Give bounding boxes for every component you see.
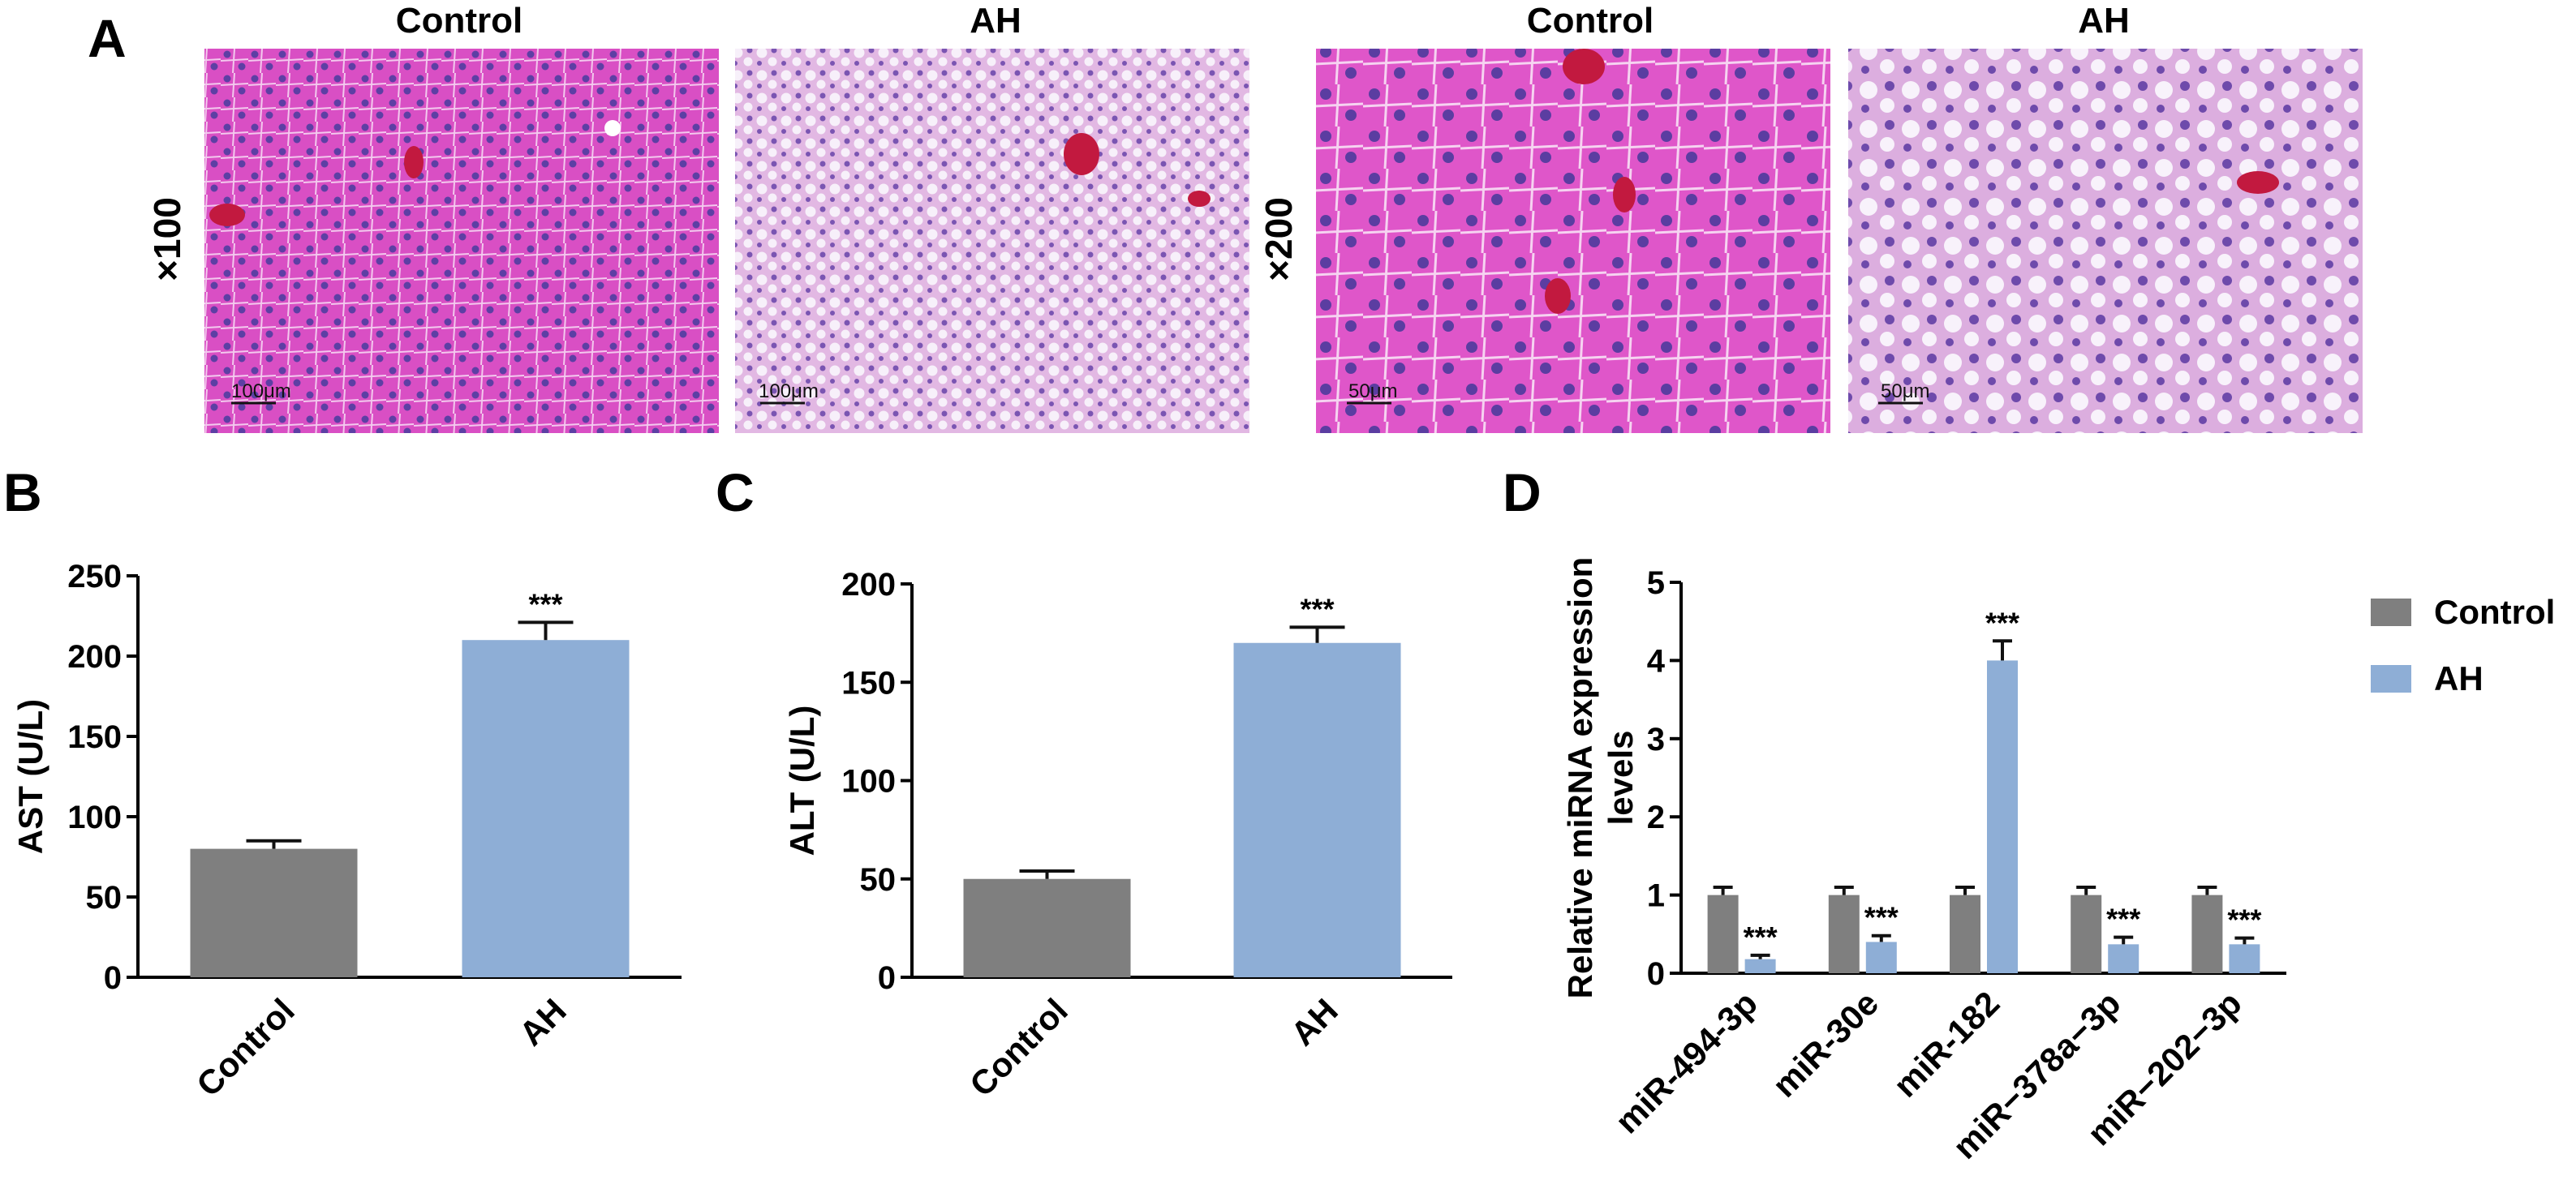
image-2-column-header: AH xyxy=(970,1,1021,41)
bar-control-category-3 xyxy=(2071,895,2102,973)
y-tick-label: 100 xyxy=(841,764,896,800)
x-tick-label: miR-494-3p xyxy=(1608,984,1765,1140)
bar-control-category-0 xyxy=(1707,895,1739,973)
y-tick-label: 0 xyxy=(104,960,122,996)
legend-swatch-ah xyxy=(2371,665,2411,693)
y-tick-label: 0 xyxy=(878,960,896,996)
bar-control-category-4 xyxy=(2191,895,2223,973)
y-tick-label: 50 xyxy=(86,880,123,916)
y-tick-label: 50 xyxy=(860,862,897,898)
x-tick-label: miR-30e xyxy=(1765,984,1886,1105)
y-tick-label: 2 xyxy=(1647,800,1665,835)
y-tick-label: 150 xyxy=(67,719,122,755)
y-tick-label: 200 xyxy=(67,639,122,675)
bar-ah-category-3 xyxy=(2108,944,2139,973)
bar-control-category-2 xyxy=(1950,895,1980,973)
chart-mirna: 0 1 2 3 4 5 Relative miRNA expression levels ***… xyxy=(1561,557,2555,1166)
bar-category-0 xyxy=(190,848,358,977)
x-tick-label: AH xyxy=(1284,991,1345,1053)
bar-ah-category-2 xyxy=(1987,660,2018,973)
y-axis-label: ALT (U/L) xyxy=(783,706,821,856)
panel-c-letter: C xyxy=(716,462,755,522)
significance-label: *** xyxy=(2106,903,2140,936)
histology-image-ah-200x: 50μm xyxy=(1848,49,2363,433)
bar-ah-category-4 xyxy=(2229,944,2260,973)
image-1-column-header: Control xyxy=(396,1,523,41)
bar-category-1 xyxy=(1233,642,1401,977)
histology-image-control-100x: 100μm xyxy=(204,49,719,433)
scale-bar-label: 100μm xyxy=(231,380,291,402)
y-tick-label: 1 xyxy=(1647,878,1665,914)
panel-a-letter: A xyxy=(88,8,127,68)
y-axis-label: Relative miRNA expression xyxy=(1561,557,1599,999)
y-axis-label: AST (U/L) xyxy=(11,699,49,854)
x-tick-label: Control xyxy=(962,991,1075,1104)
significance-label: *** xyxy=(1300,592,1334,625)
significance-label: *** xyxy=(528,587,562,620)
legend-label-control: Control xyxy=(2434,593,2555,631)
significance-label: *** xyxy=(1744,920,1778,954)
bar-category-0 xyxy=(963,878,1131,977)
significance-label: *** xyxy=(2227,903,2261,937)
magnification-label-100: ×100 xyxy=(146,197,188,281)
y-tick-label: 0 xyxy=(1647,956,1665,992)
y-tick-label: 4 xyxy=(1647,643,1666,679)
histology-image-ah-100x: 100μm xyxy=(735,49,1249,433)
scale-bar-label: 50μm xyxy=(1348,380,1398,402)
x-tick-label: miR-182 xyxy=(1886,984,2007,1105)
y-tick-label: 5 xyxy=(1647,565,1665,601)
significance-label: *** xyxy=(1985,606,2019,639)
y-tick-label: 200 xyxy=(841,567,896,603)
panel-d-letter: D xyxy=(1503,462,1542,522)
bar-ah-category-1 xyxy=(1865,942,1897,973)
y-tick-label: 3 xyxy=(1647,722,1665,757)
x-tick-label: AH xyxy=(512,991,574,1053)
y-tick-label: 150 xyxy=(841,665,896,701)
panel-b-letter: B xyxy=(3,462,42,522)
significance-label: *** xyxy=(1864,901,1899,934)
magnification-label-200: ×200 xyxy=(1258,197,1300,281)
bar-category-1 xyxy=(462,640,630,977)
chart-alt: 0 50 100 150 200 ALT (U/L) Control *** AH xyxy=(783,567,1452,1104)
y-axis-label: levels xyxy=(1602,731,1640,826)
y-tick-label: 100 xyxy=(67,800,122,835)
image-3-column-header: Control xyxy=(1527,1,1654,41)
histology-image-control-200x: 50μm xyxy=(1316,49,1830,433)
legend-label-ah: AH xyxy=(2434,659,2484,697)
image-4-column-header: AH xyxy=(2078,1,2130,41)
bar-control-category-1 xyxy=(1828,895,1860,973)
scale-bar-label: 50μm xyxy=(1881,380,1930,402)
scale-bar-label: 100μm xyxy=(759,380,819,402)
legend-swatch-control xyxy=(2371,599,2411,626)
y-tick-label: 250 xyxy=(67,559,122,594)
chart-ast: 0 50 100 150 200 250 AST (U/L) Control *** AH xyxy=(11,559,682,1104)
x-tick-label: Control xyxy=(189,991,302,1104)
bar-ah-category-0 xyxy=(1744,959,1776,973)
